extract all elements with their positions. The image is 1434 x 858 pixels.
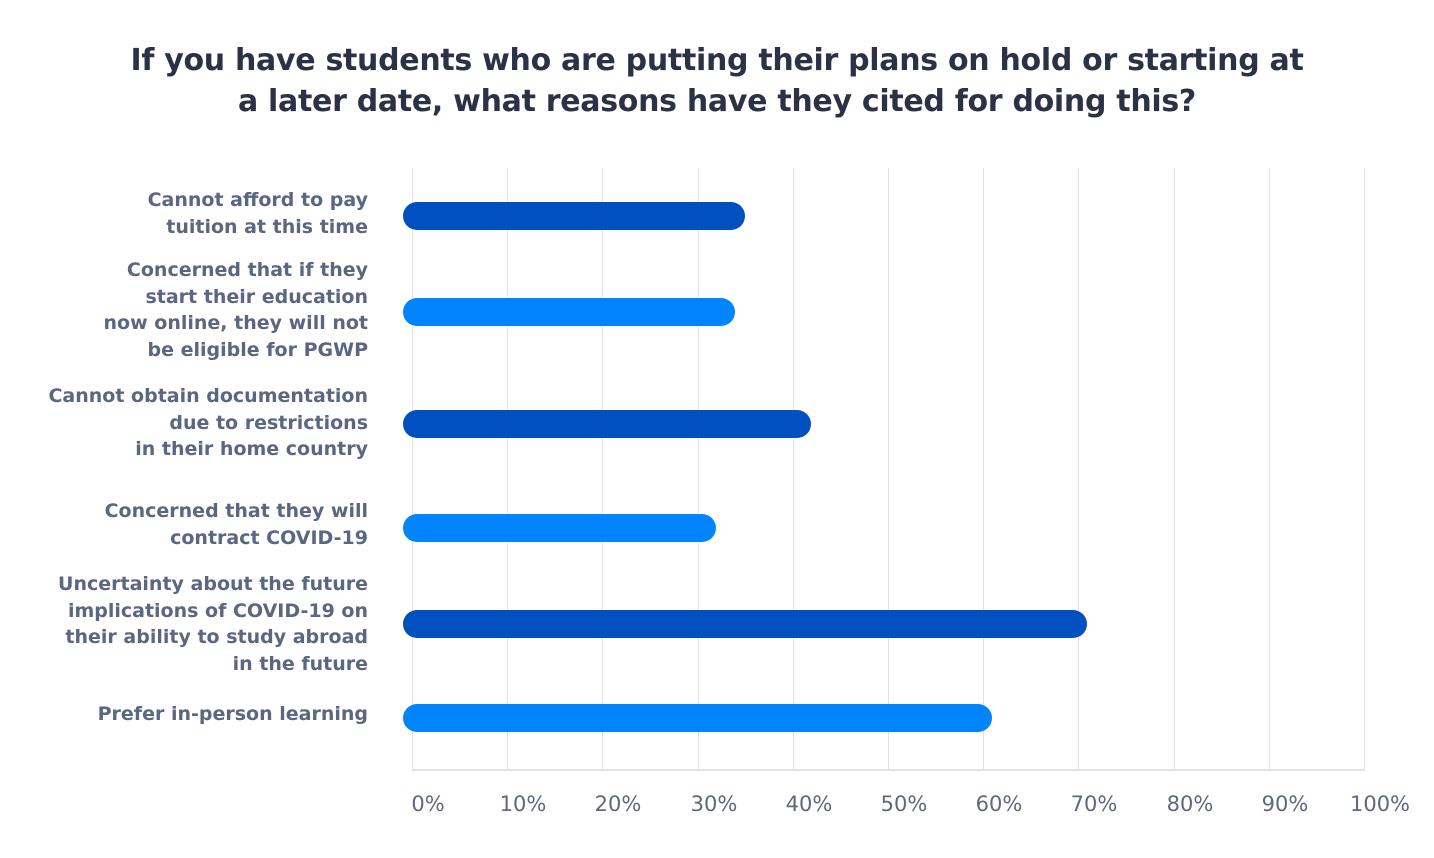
category-label-line: their ability to study abroad <box>65 626 368 648</box>
category-label-line: now online, they will not <box>103 312 368 334</box>
x-tick-label: 30% <box>690 792 738 816</box>
category-label-line: Cannot obtain documentation <box>48 385 368 407</box>
category-label-line: due to restrictions <box>169 411 368 434</box>
category-label-line: Concerned that if they <box>126 259 368 281</box>
gridline <box>1174 168 1175 770</box>
gridline <box>1364 168 1365 770</box>
category-label: Prefer in-person learning <box>8 701 368 728</box>
gridline <box>507 168 508 770</box>
gridline <box>983 168 984 770</box>
category-label-line: in their home country <box>135 438 368 460</box>
x-tick-label: 50% <box>880 792 928 816</box>
gridline <box>698 168 699 770</box>
chart-title-line-2: a later date, what reasons have they cit… <box>237 84 1197 119</box>
category-label-line: in the future <box>232 652 368 675</box>
gridline <box>888 168 889 770</box>
gridline <box>1269 168 1270 770</box>
bar <box>403 298 736 326</box>
category-label-line: Prefer in-person learning <box>97 703 368 725</box>
category-label: Uncertainty about the future implications… <box>8 571 368 677</box>
category-label-line: implications of COVID-19 on <box>67 599 368 622</box>
category-label: Cannot obtain documentation due to restri… <box>8 383 368 463</box>
x-tick-label: 80% <box>1166 792 1214 816</box>
chart-title-line-1: If you have students who are putting the… <box>130 43 1304 78</box>
bar <box>403 514 717 542</box>
gridline <box>793 168 794 770</box>
category-label-line: tuition at this time <box>166 215 368 238</box>
x-tick-label: 20% <box>594 792 642 816</box>
category-label: Cannot afford to pay tuition at this time <box>8 187 368 240</box>
category-label: Concerned that they will contract COVID-1… <box>8 498 368 551</box>
bar <box>403 704 993 732</box>
x-tick-label: 70% <box>1070 792 1118 816</box>
bar <box>403 202 745 230</box>
x-tick-label: 90% <box>1261 792 1309 816</box>
gridline <box>602 168 603 770</box>
x-tick-label: 10% <box>499 792 547 816</box>
category-label-line: start their education <box>145 285 368 308</box>
category-label-line: Concerned that they will <box>104 500 368 522</box>
x-tick-label: 100% <box>1349 792 1411 816</box>
category-label-line: Uncertainty about the future <box>58 573 368 595</box>
category-label-line: contract COVID-19 <box>170 526 368 549</box>
gridline <box>1078 168 1079 770</box>
x-tick-label: 60% <box>975 792 1023 816</box>
category-label-line: Cannot afford to pay <box>147 189 368 211</box>
x-tick-label: 40% <box>785 792 833 816</box>
category-label: Concerned that if they start their educat… <box>8 257 368 363</box>
category-label-line: be eligible for PGWP <box>147 338 368 361</box>
x-axis-line <box>412 769 1365 771</box>
gridline <box>412 168 413 770</box>
bar <box>403 610 1088 638</box>
bar <box>403 410 812 438</box>
x-tick-label: 0% <box>411 792 445 816</box>
chart-title: If you have students who are putting the… <box>0 40 1434 122</box>
